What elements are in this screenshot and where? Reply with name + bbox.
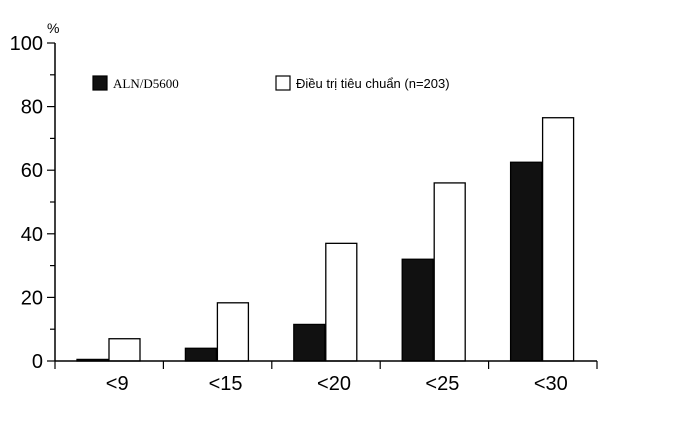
legend-swatch-1 xyxy=(92,75,108,91)
bar-series-2-2 xyxy=(216,302,250,362)
y-axis-tick-labels: 0 20 40 60 80 100 xyxy=(10,33,43,373)
y-tick-label: 40 xyxy=(21,224,43,246)
bar-series-1-2 xyxy=(184,347,218,362)
bar-series-1-3 xyxy=(293,323,326,362)
x-category-label: <15 xyxy=(209,373,243,395)
bar-series-2-1 xyxy=(108,338,141,362)
legend-label-1: ALN/D5600 xyxy=(113,76,179,91)
y-axis-ticks xyxy=(47,42,55,362)
bar-series-1-4 xyxy=(401,258,434,362)
y-tick-label: 100 xyxy=(10,33,43,55)
x-category-label: <20 xyxy=(317,373,351,395)
legend-swatch-2 xyxy=(275,75,291,91)
y-tick-label: 80 xyxy=(21,97,43,119)
x-axis-ticks xyxy=(54,361,598,369)
bars xyxy=(76,117,575,362)
x-category-label: <9 xyxy=(106,373,129,395)
bar-series-2-5 xyxy=(541,117,575,362)
y-tick-label: 0 xyxy=(32,351,43,373)
bar-series-2-4 xyxy=(433,182,466,362)
x-category-label: <25 xyxy=(425,373,459,395)
bar-series-2-3 xyxy=(325,242,358,362)
legend: ALN/D5600 Điều trị tiêu chuẩn (n=203) xyxy=(92,75,450,91)
y-tick-label: 60 xyxy=(21,160,43,182)
x-category-label: <30 xyxy=(534,373,568,395)
x-axis-category-labels: <9 <15 <20 <25 <30 xyxy=(106,373,568,395)
y-tick-label: 20 xyxy=(21,287,43,309)
bar-series-1-5 xyxy=(509,161,543,362)
y-axis-unit-label: % xyxy=(47,20,59,36)
legend-label-2: Điều trị tiêu chuẩn (n=203) xyxy=(296,76,450,91)
